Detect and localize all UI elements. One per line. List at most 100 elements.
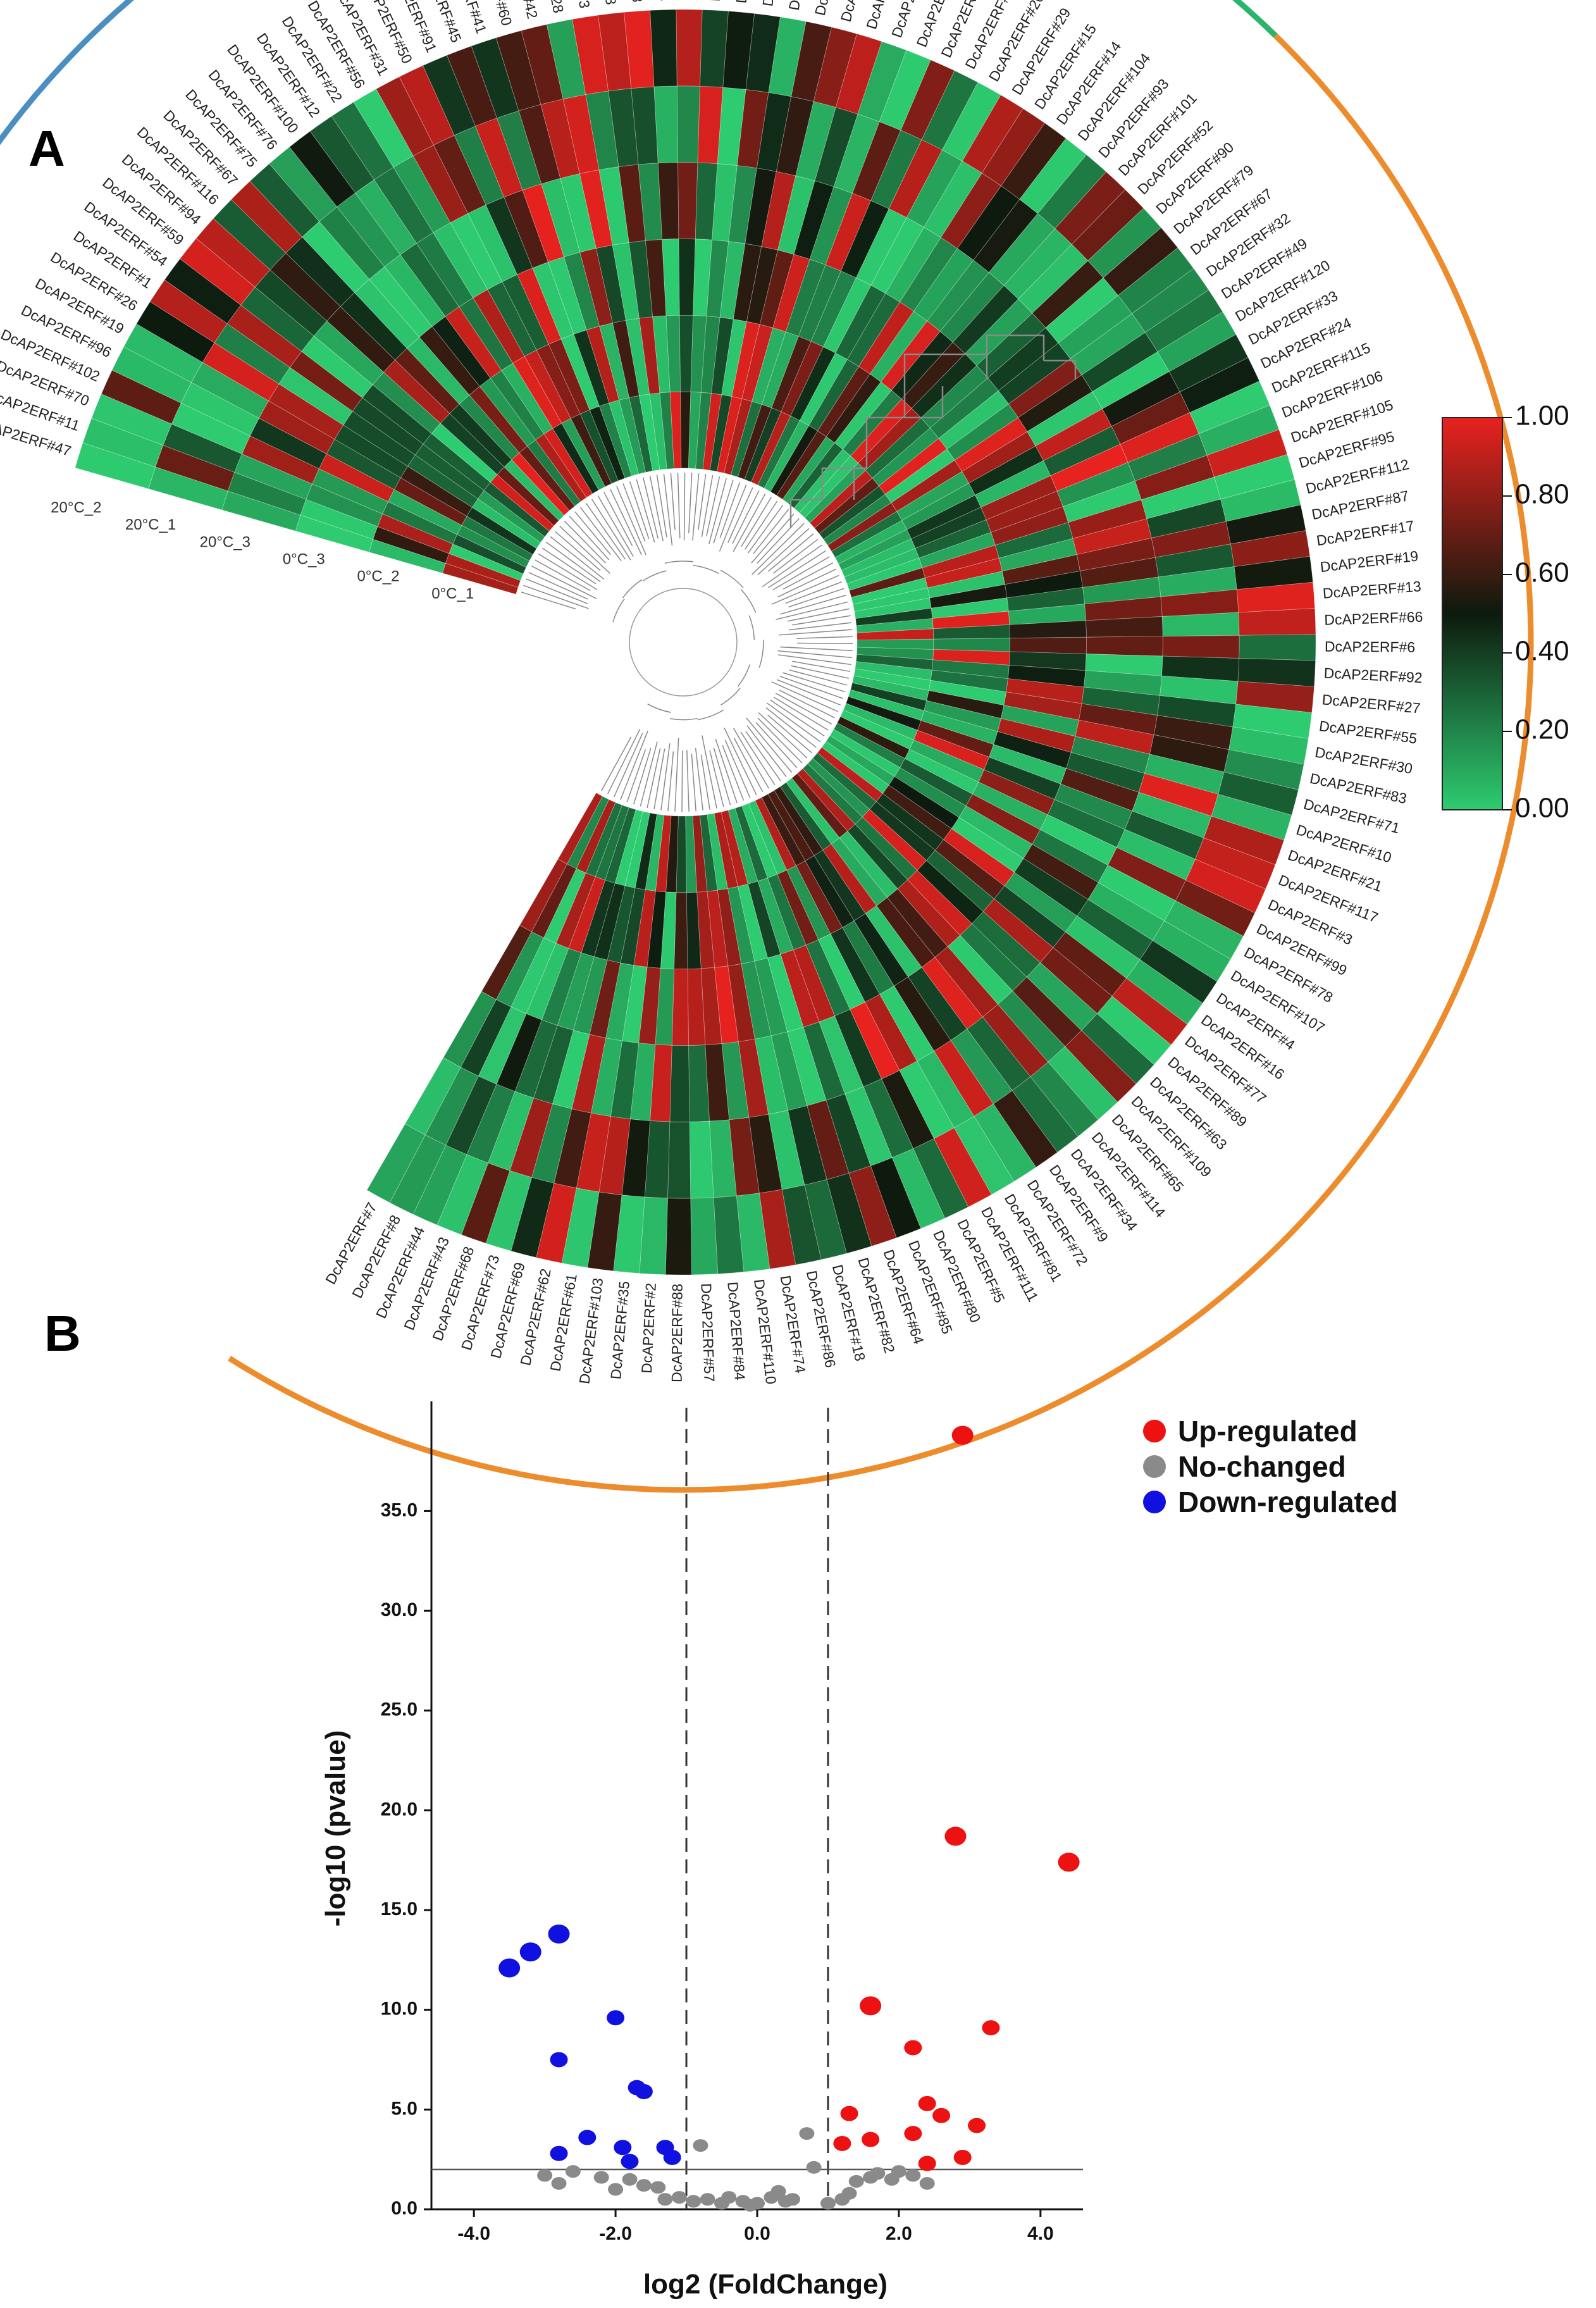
dendrogram-branch bbox=[664, 561, 694, 564]
heatmap-cell bbox=[745, 168, 777, 247]
heatmap-cell bbox=[1103, 227, 1178, 296]
point-down-regulated bbox=[614, 2140, 632, 2156]
dendrogram-leaf bbox=[579, 507, 622, 562]
heatmap-cell bbox=[814, 107, 858, 187]
dendrogram-branch bbox=[720, 688, 741, 705]
heatmap-cell bbox=[737, 883, 768, 962]
heatmap-cell bbox=[851, 577, 928, 605]
point-down-regulated bbox=[498, 1958, 521, 1978]
point-no-changed bbox=[806, 2161, 822, 2174]
group-arc bbox=[228, 34, 1534, 1493]
dendrogram-branch bbox=[612, 599, 625, 623]
heatmap-cell bbox=[1185, 859, 1266, 914]
heatmap-cell bbox=[1234, 555, 1313, 590]
heatmap-cell bbox=[1035, 408, 1112, 461]
dendrogram-branch bbox=[647, 703, 672, 713]
heatmap-cell bbox=[337, 192, 401, 268]
heatmap-cell bbox=[1027, 391, 1103, 447]
heatmap-cell bbox=[964, 299, 1033, 366]
heatmap-cell bbox=[927, 571, 1006, 599]
heatmap-cell bbox=[1010, 636, 1087, 654]
heatmap-cell bbox=[823, 277, 872, 354]
dendrogram-leaf bbox=[660, 743, 671, 810]
dendrogram-leaf bbox=[683, 473, 686, 541]
dendrogram-leaf bbox=[740, 731, 776, 785]
point-no-changed bbox=[593, 2171, 609, 2184]
dendrogram-leaf bbox=[564, 521, 607, 564]
heatmap-cell bbox=[149, 279, 228, 344]
y-axis-label: -log10 (pvalue) bbox=[320, 1730, 351, 1927]
colorbar-tick-label: 0.80 bbox=[1515, 479, 1569, 510]
heatmap-cell bbox=[1223, 749, 1304, 790]
heatmap-cell bbox=[1179, 357, 1260, 413]
heatmap-cell bbox=[234, 453, 313, 500]
heatmap-cell bbox=[755, 797, 797, 871]
point-no-changed bbox=[784, 2193, 800, 2206]
y-tick-label: 35.0 bbox=[381, 1499, 418, 1520]
heatmap-cell bbox=[404, 1057, 461, 1136]
dendrogram-leaf bbox=[526, 578, 588, 605]
heatmap-cell bbox=[853, 668, 931, 691]
dendrogram-leaf bbox=[692, 473, 700, 541]
dendrogram-leaf bbox=[610, 488, 642, 555]
heatmap-cell bbox=[676, 9, 703, 87]
heatmap-cells bbox=[75, 9, 1316, 1275]
heatmap-cell bbox=[613, 1194, 645, 1274]
heatmap-cell bbox=[721, 319, 747, 397]
dendrogram-leaf bbox=[767, 533, 814, 572]
heatmap-cell bbox=[521, 24, 564, 105]
y-tick-label: 20.0 bbox=[381, 1799, 418, 1820]
heatmap-cell bbox=[646, 890, 667, 969]
dendrogram-leaf bbox=[789, 669, 848, 686]
gene-label: DcAP2ERF#27 bbox=[1321, 691, 1421, 716]
dendrogram-leaf bbox=[626, 749, 646, 803]
colorbar-tick-label: 0.00 bbox=[1515, 793, 1569, 824]
point-no-changed bbox=[537, 2169, 553, 2182]
point-down-regulated bbox=[578, 2130, 597, 2145]
heatmap-cell bbox=[1116, 829, 1196, 881]
heatmap-cell bbox=[782, 436, 836, 504]
heatmap-cell bbox=[1211, 793, 1292, 841]
dendrogram-leaf bbox=[776, 601, 848, 620]
heatmap-cell bbox=[736, 1193, 770, 1272]
dendrogram-leaf bbox=[559, 525, 610, 574]
heatmap-cell bbox=[699, 814, 718, 892]
dendrogram-leaf bbox=[528, 572, 588, 600]
heatmap-cell bbox=[993, 1090, 1058, 1168]
heatmap-cell bbox=[213, 199, 287, 270]
heatmap-cell bbox=[1018, 244, 1089, 314]
heatmap-cell bbox=[671, 969, 689, 1046]
gene-label: DcAP2ERF#35 bbox=[607, 1281, 633, 1380]
heatmap-cell bbox=[1096, 996, 1172, 1065]
dendrogram-leaf bbox=[724, 728, 757, 795]
heatmap-cell bbox=[362, 384, 432, 445]
heatmap-cell bbox=[717, 888, 742, 967]
legend-nc: No-changed bbox=[1178, 1450, 1346, 1483]
dendrogram-branch bbox=[693, 564, 719, 574]
heatmap-cell bbox=[879, 49, 931, 131]
x-axis-label: log2 (FoldChange) bbox=[643, 2269, 888, 2300]
dendrogram-leaf bbox=[768, 550, 827, 588]
group-arcs bbox=[0, 0, 1534, 1493]
circular-heatmap: DcAP2ERF#47DcAP2ERF#11DcAP2ERF#70DcAP2ER… bbox=[0, 0, 1534, 1493]
dendrogram-leaf bbox=[649, 476, 664, 542]
heatmap-cell bbox=[808, 359, 860, 431]
point-down-regulated bbox=[634, 2083, 653, 2099]
heatmap-cell bbox=[917, 860, 984, 924]
sample-ring-labels: 0°C_1 0°C_2 0°C_3 20°C_3 20°C_1 20°C_2 bbox=[51, 499, 474, 602]
gene-label: DcAP2ERF#13 bbox=[1322, 578, 1421, 601]
dendrogram-leaf bbox=[713, 747, 731, 805]
heatmap-cell bbox=[481, 924, 532, 1000]
heatmap-cell bbox=[1071, 189, 1144, 261]
heatmap-cell bbox=[1198, 404, 1280, 456]
dendrogram-leaf bbox=[656, 475, 667, 538]
heatmap-cell bbox=[805, 939, 851, 1017]
dendrogram-leaf bbox=[757, 518, 800, 564]
dendrogram-leaf bbox=[538, 553, 598, 590]
gene-label: DcAP2ERF#2 bbox=[638, 1282, 659, 1374]
heatmap-cell bbox=[690, 1197, 719, 1275]
dendrogram-branch bbox=[642, 570, 667, 581]
point-no-changed bbox=[770, 2185, 786, 2198]
heatmap-cell bbox=[91, 394, 172, 446]
heatmap-cell bbox=[1009, 620, 1087, 639]
